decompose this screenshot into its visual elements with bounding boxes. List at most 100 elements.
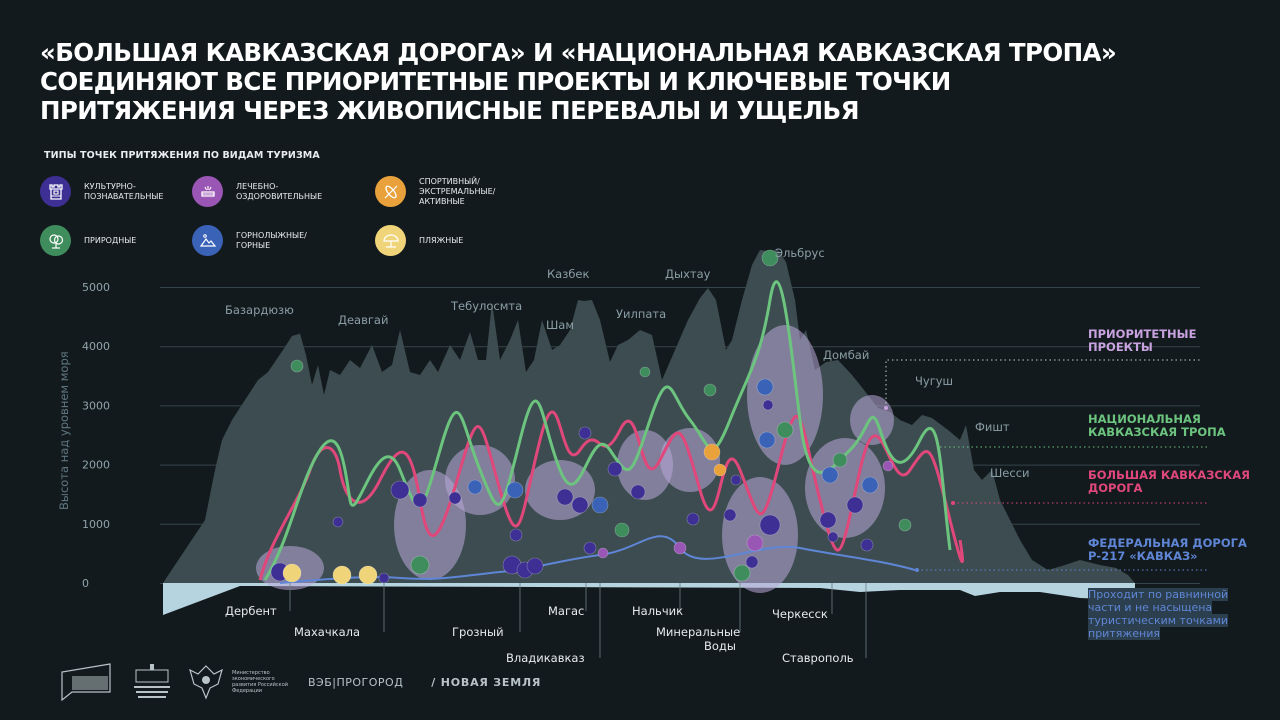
attraction-point [290, 359, 304, 373]
peak-label: Эльбрус [775, 246, 825, 260]
attraction-point [378, 572, 390, 584]
national-projects-logo [61, 663, 111, 702]
attraction-point [390, 480, 410, 500]
footer-logos: Министерство экономического развития Рос… [58, 662, 541, 702]
y-tick-label: 1000 [82, 518, 110, 531]
priority-cluster [617, 430, 673, 500]
legend-label: ПРИРОДНЫЕ [84, 235, 137, 245]
peak-label: Шесси [990, 466, 1030, 480]
attraction-point [861, 476, 879, 494]
attraction-point [703, 383, 717, 397]
priority-leader [885, 359, 1200, 408]
series-label-federal: ФЕДЕРАЛЬНАЯ ДОРОГА Р-217 «КАВКАЗ» [1088, 536, 1247, 563]
series-leader-lines [884, 359, 1208, 572]
attraction-point [591, 496, 609, 514]
attraction-point [776, 421, 794, 439]
series-label-trail: НАЦИОНАЛЬНАЯ КАВКАЗСКАЯ ТРОПА [1088, 412, 1226, 439]
attraction-point [332, 516, 344, 528]
city-label: Дербент [225, 604, 277, 618]
big-caucasus-road-route [258, 410, 964, 581]
attraction-points [270, 249, 912, 585]
attraction-point [819, 511, 837, 529]
ministry-emblem [189, 665, 223, 700]
attraction-point [282, 563, 302, 583]
kayak-icon [375, 176, 406, 207]
y-tick-label: 0 [82, 577, 89, 590]
city-label: Ставрополь [782, 651, 854, 665]
legend-item-nature: ПРИРОДНЫЕ [40, 225, 136, 256]
attraction-point [686, 512, 700, 526]
attraction-point [556, 488, 574, 506]
attraction-point [358, 565, 378, 585]
attraction-point [703, 443, 721, 461]
peak-label: Шам [546, 318, 574, 332]
attraction-point [827, 531, 839, 543]
attraction-point [746, 534, 764, 552]
series-label-road: БОЛЬШАЯ КАВКАЗСКАЯ ДОРОГА [1088, 468, 1250, 495]
series-label-priority: ПРИОРИТЕТНЫЕ ПРОЕКТЫ [1088, 327, 1197, 354]
mountain-icon [192, 225, 223, 256]
title-line: «БОЛЬШАЯ КАВКАЗСКАЯ ДОРОГА» И «НАЦИОНАЛЬ… [40, 38, 1117, 67]
legend-item-wellness: ЛЕЧЕБНО- ОЗДОРОВИТЕЛЬНЫЕ [192, 176, 322, 207]
y-tick-label: 3000 [82, 399, 110, 412]
attraction-point [723, 508, 737, 522]
legend-item-active: СПОРТИВНЫЙ/ ЭКСТРЕМАЛЬНЫЕ/ АКТИВНЫЕ [375, 176, 495, 207]
priority-cluster [722, 477, 798, 593]
attraction-point [759, 514, 781, 536]
tree-icon [40, 225, 71, 256]
attraction-point [410, 555, 430, 575]
y-tick-label: 2000 [82, 459, 110, 472]
legend-item-beach: ПЛЯЖНЫЕ [375, 225, 463, 256]
y-tick-label: 5000 [82, 281, 110, 294]
attraction-point [583, 541, 597, 555]
attraction-point [745, 555, 759, 569]
legend-label: ГОРНОЛЫЖНЫЕ/ ГОРНЫЕ [236, 230, 307, 250]
attraction-point [762, 399, 774, 411]
city-label: Грозный [452, 625, 504, 639]
umbrella-icon [375, 225, 406, 256]
peak-label: Тебулосмта [450, 299, 522, 313]
title-line: ПРИТЯЖЕНИЯ ЧЕРЕЗ ЖИВОПИСНЫЕ ПЕРЕВАЛЫ И У… [40, 96, 859, 125]
attraction-point [730, 474, 742, 486]
spa-icon [192, 176, 223, 207]
attraction-point [761, 249, 779, 267]
peak-label: Чугуш [915, 374, 953, 388]
legend-label: СПОРТИВНЫЙ/ ЭКСТРЕМАЛЬНЫЕ/ АКТИВНЫЕ [419, 176, 496, 206]
legend-item-mountain: ГОРНОЛЫЖНЫЕ/ ГОРНЫЕ [192, 225, 307, 256]
attraction-point [467, 479, 483, 495]
attraction-point [882, 460, 894, 472]
attraction-point [756, 378, 774, 396]
attraction-point [607, 461, 623, 477]
peak-label: Домбай [823, 348, 869, 362]
city-label: Черкесск [772, 607, 828, 621]
attraction-point [614, 522, 630, 538]
federal-road-note: Проходит по равнинной части и не насыщен… [1088, 588, 1229, 640]
legend-item-cultural: КУЛЬТУРНО- ПОЗНАВАТЕЛЬНЫЕ [40, 176, 163, 207]
title-line: СОЕДИНЯЮТ ВСЕ ПРИОРИТЕТНЫЕ ПРОЕКТЫ И КЛЮ… [40, 67, 951, 96]
peak-label: Дыхтау [665, 267, 711, 281]
peak-label: Деавгай [338, 313, 388, 327]
attraction-point [673, 541, 687, 555]
city-label: Минеральные Воды [656, 625, 740, 653]
attraction-point [509, 528, 523, 542]
attraction-point [597, 547, 609, 559]
plain-area [163, 583, 1135, 615]
ministry-text: Министерство экономического развития Рос… [232, 670, 289, 694]
city-label: Магас [548, 604, 584, 618]
y-axis-ticks: 0 1000 2000 3000 4000 5000 [82, 281, 110, 590]
attraction-point [733, 564, 751, 582]
city-label: Махачкала [294, 625, 360, 639]
attraction-point [758, 431, 776, 449]
attraction-point [526, 557, 544, 575]
attraction-point [898, 518, 912, 532]
legend-label: КУЛЬТУРНО- ПОЗНАВАТЕЛЬНЫЕ [84, 181, 164, 201]
legend-label: ПЛЯЖНЫЕ [419, 235, 464, 245]
road-leader-dot [951, 501, 955, 505]
y-axis-label: Высота над уровнем моря [57, 351, 71, 510]
fortress-icon [40, 176, 71, 207]
priority-leader-dot [884, 406, 888, 410]
attraction-point [713, 463, 727, 477]
attraction-point [832, 452, 848, 468]
